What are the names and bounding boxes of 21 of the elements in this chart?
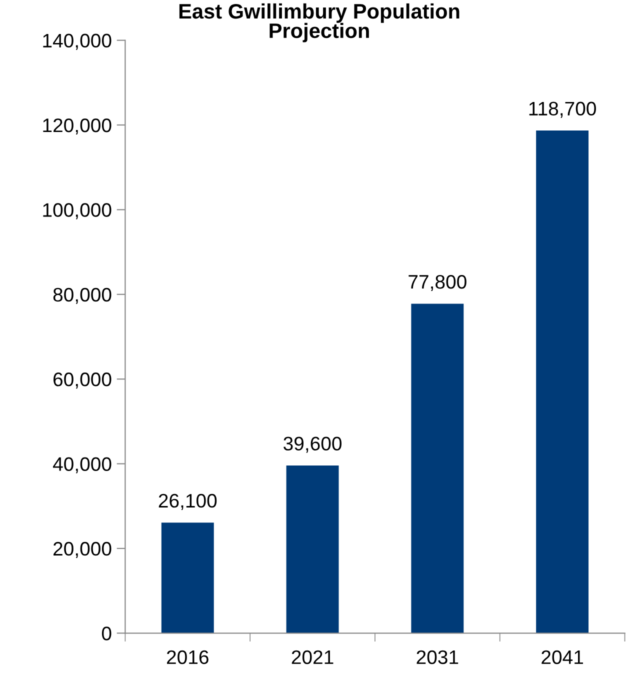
data-label: 26,100 (158, 494, 217, 510)
y-tick-label: 0 (102, 626, 112, 640)
y-tick-label: 140,000 (43, 34, 112, 50)
x-tick-label: 2031 (416, 650, 458, 664)
x-tick-label: 2021 (292, 650, 334, 664)
y-tick-label: 20,000 (54, 542, 112, 558)
bar (286, 465, 339, 634)
chart-title: East Gwillimbury Population Projection (179, 3, 460, 42)
y-tick-label: 40,000 (52, 457, 112, 474)
data-label: 118,700 (529, 102, 596, 118)
x-tick-label: 2016 (166, 650, 208, 664)
bar (536, 130, 589, 634)
y-tick-label: 80,000 (53, 288, 112, 304)
data-label: 39,600 (284, 436, 342, 453)
x-tick-label: 2041 (542, 650, 583, 664)
y-tick-label: 100,000 (43, 203, 112, 220)
bar (411, 304, 464, 634)
y-tick-label: 60,000 (54, 372, 112, 389)
data-label: 77,800 (408, 274, 466, 292)
y-tick-label: 120,000 (43, 118, 112, 135)
bar (161, 522, 214, 634)
